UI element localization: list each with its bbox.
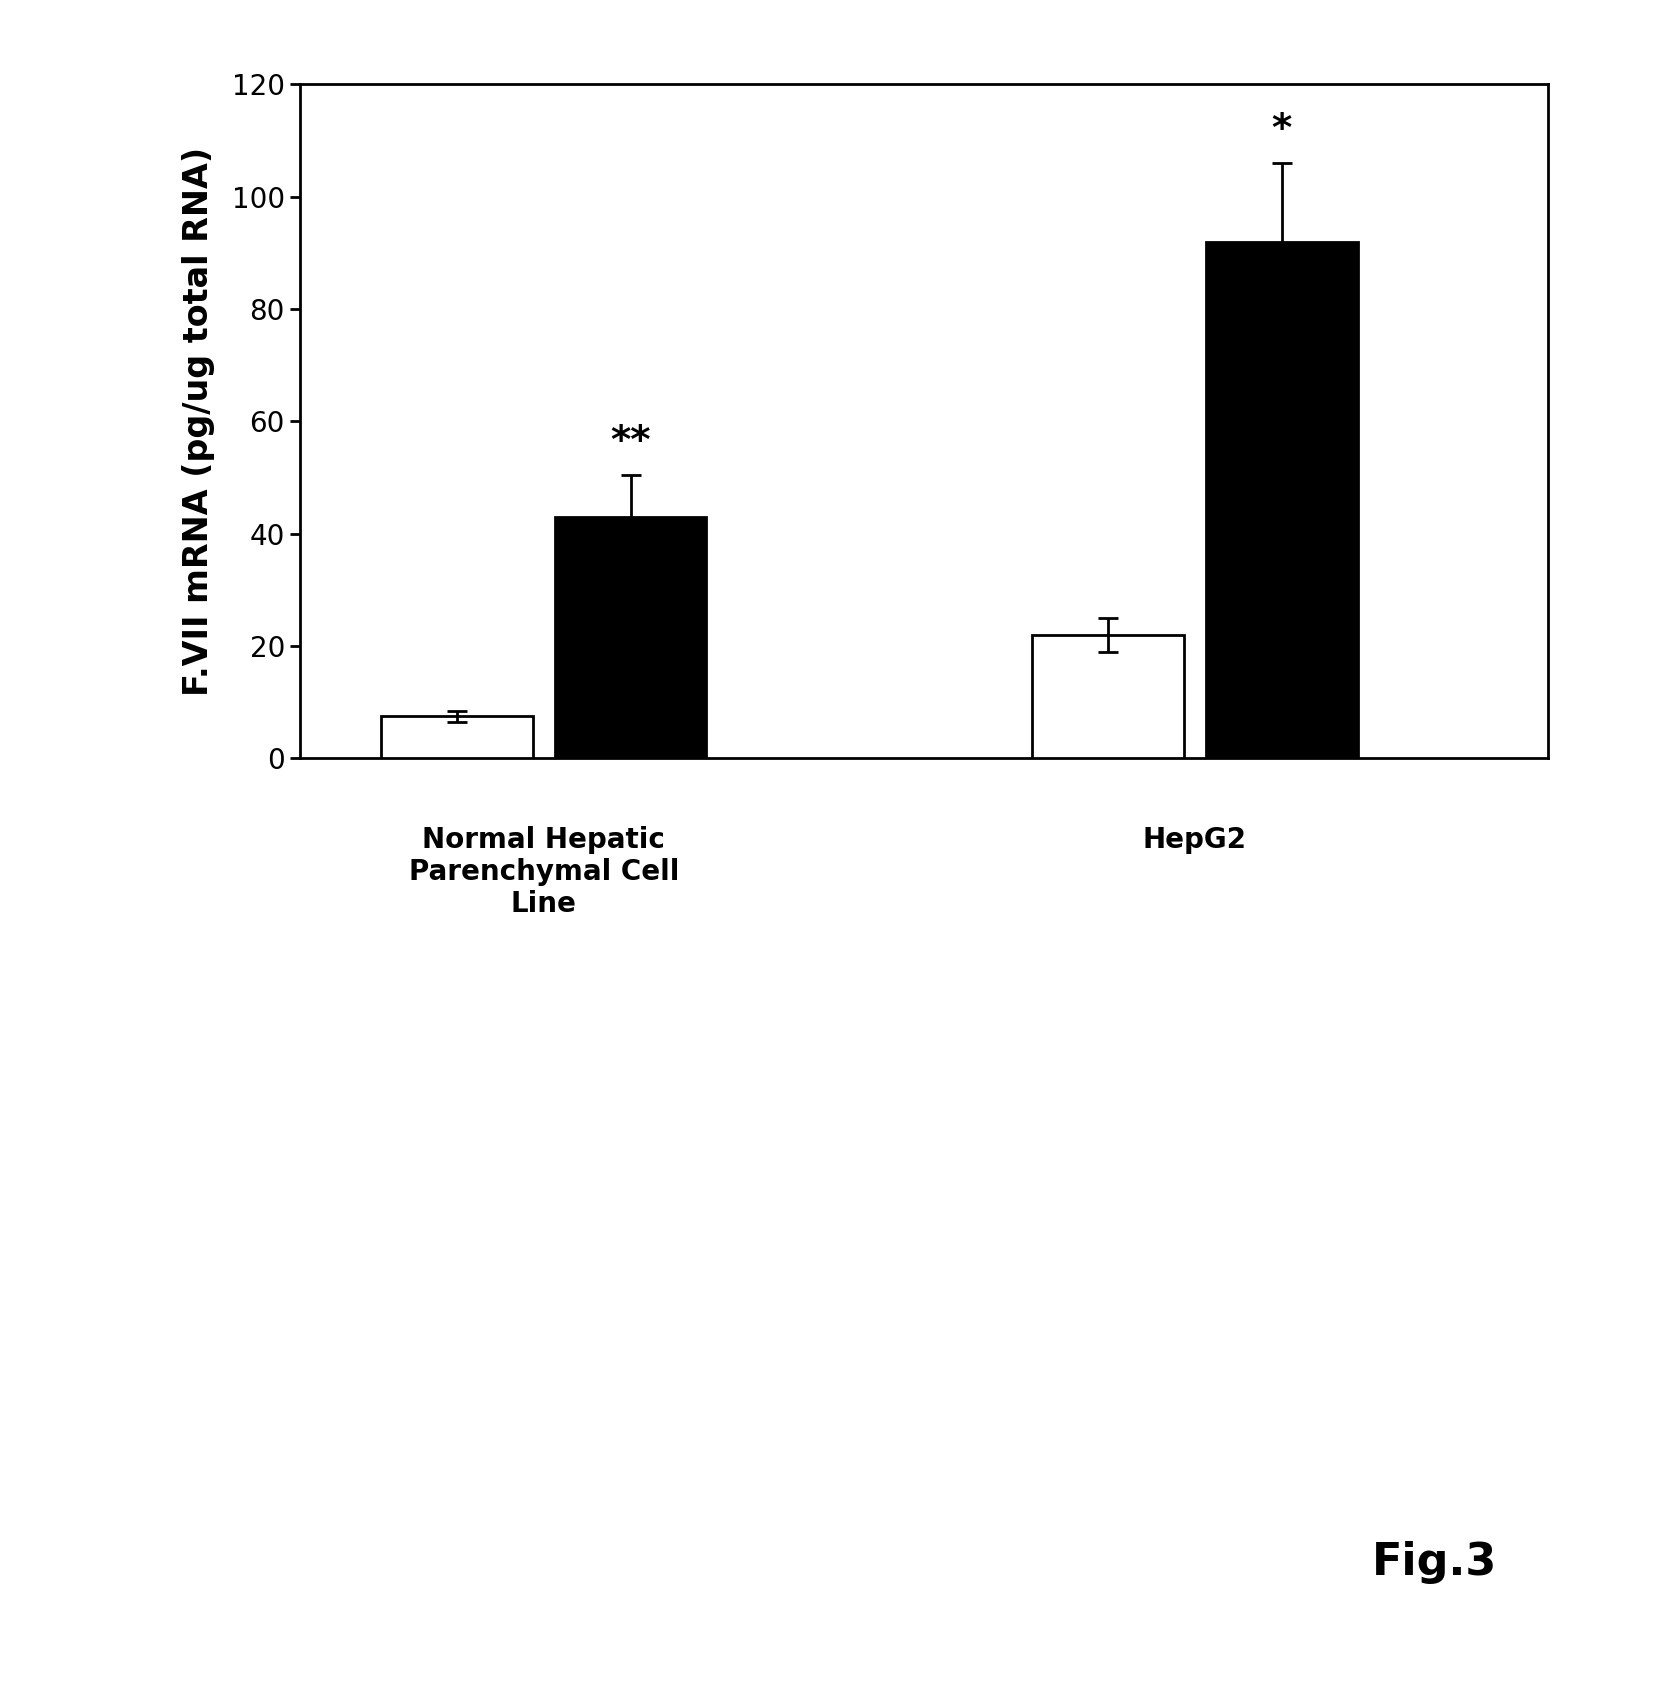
Text: Fig.3: Fig.3: [1373, 1540, 1498, 1584]
Bar: [1032, 635, 1185, 758]
Bar: [1206, 241, 1358, 758]
Y-axis label: F.VII mRNA (pg/ug total RNA): F.VII mRNA (pg/ug total RNA): [181, 147, 215, 696]
Bar: [381, 716, 532, 758]
Text: **: **: [611, 423, 651, 460]
Text: HepG2: HepG2: [1143, 826, 1246, 854]
Text: *: *: [1271, 111, 1291, 148]
Bar: [554, 517, 707, 758]
Text: Normal Hepatic
Parenchymal Cell
Line: Normal Hepatic Parenchymal Cell Line: [408, 826, 679, 918]
